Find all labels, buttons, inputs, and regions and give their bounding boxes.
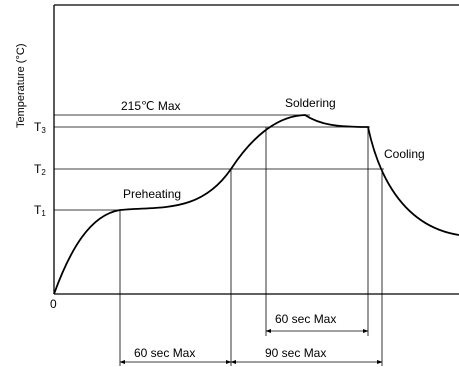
origin-label: 0 — [50, 297, 57, 311]
soldering-label: Soldering — [285, 96, 336, 110]
y-tick-t3-letter: T — [34, 120, 42, 134]
dimension-preheat: 60 sec Max — [119, 346, 232, 364]
svg-text:T2: T2 — [34, 162, 46, 177]
y-tick-t1-letter: T — [34, 203, 42, 217]
max-temp-label: 215℃ Max — [121, 99, 181, 113]
temperature-profile-curve — [53, 114, 459, 295]
dimension-soldering-label: 60 sec Max — [275, 312, 336, 326]
y-axis-label: Temperature (°C) — [15, 44, 27, 128]
dimension-above-t2: 90 sec Max — [230, 346, 383, 364]
y-tick-t1-sub: 1 — [41, 209, 46, 218]
dimension-above-t2-label: 90 sec Max — [265, 346, 326, 360]
y-tick-t2-sub: 2 — [41, 168, 46, 177]
dimension-preheat-label: 60 sec Max — [134, 346, 195, 360]
preheating-label: Preheating — [123, 187, 181, 201]
dimension-soldering: 60 sec Max — [265, 312, 369, 333]
svg-text:T3: T3 — [34, 120, 46, 135]
y-tick-t3-sub: 3 — [41, 126, 46, 135]
cooling-label: Cooling — [384, 147, 425, 161]
y-tick-t1: T1 — [34, 203, 46, 218]
y-tick-t3: T3 — [34, 120, 46, 135]
y-tick-t2: T2 — [34, 162, 46, 177]
svg-text:T1: T1 — [34, 203, 46, 218]
y-tick-t2-letter: T — [34, 162, 42, 176]
